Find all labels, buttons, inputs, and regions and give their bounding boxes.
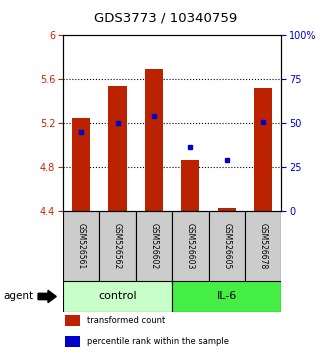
Bar: [181, 160, 199, 211]
Bar: [72, 118, 90, 211]
Bar: [209, 211, 245, 281]
Text: transformed count: transformed count: [87, 316, 165, 325]
Text: GSM526605: GSM526605: [222, 223, 231, 269]
Bar: [63, 281, 172, 312]
Text: IL-6: IL-6: [216, 291, 237, 302]
Bar: [63, 211, 99, 281]
Bar: [99, 211, 136, 281]
Bar: [145, 69, 163, 211]
Text: percentile rank within the sample: percentile rank within the sample: [87, 337, 229, 346]
Bar: [245, 211, 281, 281]
Text: GSM526562: GSM526562: [113, 223, 122, 269]
Bar: [136, 211, 172, 281]
Text: agent: agent: [3, 291, 33, 302]
Bar: [254, 88, 272, 211]
Bar: [218, 209, 236, 211]
Text: control: control: [98, 291, 137, 302]
Bar: [172, 211, 209, 281]
Text: GSM526602: GSM526602: [149, 223, 159, 269]
Text: GDS3773 / 10340759: GDS3773 / 10340759: [94, 11, 237, 24]
Text: GSM526678: GSM526678: [259, 223, 268, 269]
Bar: [109, 86, 126, 211]
Bar: [172, 281, 281, 312]
Text: GSM526561: GSM526561: [76, 223, 86, 269]
Bar: [65, 336, 80, 347]
Text: GSM526603: GSM526603: [186, 223, 195, 269]
Bar: [65, 315, 80, 326]
